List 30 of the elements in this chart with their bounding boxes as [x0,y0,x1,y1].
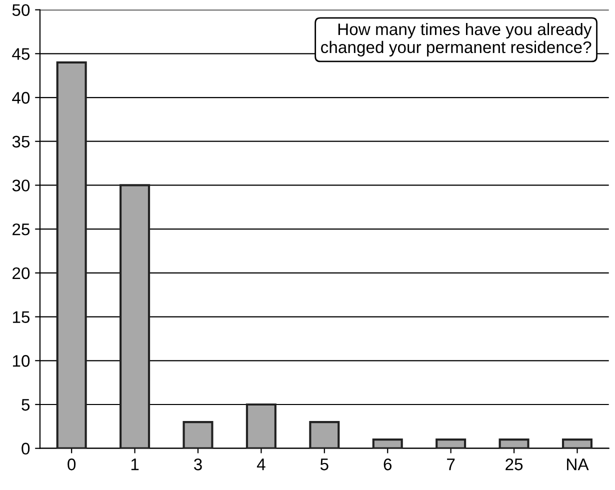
bar [309,420,340,448]
bar [56,61,87,448]
bar [372,438,403,448]
y-tick-label: 25 [12,223,30,236]
y-tick-label: 35 [12,136,30,148]
x-tick-label: 5 [320,458,328,470]
y-tick-label: 0 [22,442,30,455]
y-tick-label: 10 [12,355,30,367]
bar [498,438,530,448]
y-tick-label: 50 [12,4,30,16]
bar [246,403,276,448]
bar [182,420,214,448]
x-tick-label: 4 [256,458,266,470]
bar [562,438,593,448]
x-tick-label: 6 [384,458,392,470]
y-tick-label: 45 [12,48,30,60]
y-tick-label: 5 [22,399,30,411]
x-tick-label: 7 [447,458,455,470]
y-tick-label: 30 [12,180,30,192]
x-tick-label: NA [567,458,589,470]
x-tick-label: 25 [506,458,523,470]
x-tick-label: 3 [194,458,202,470]
bar [436,438,466,448]
x-tick-label: 1 [131,458,139,470]
y-tick-label: 40 [12,92,30,104]
y-tick-label: 15 [12,311,30,323]
annotation: How many times have you already changed your permanent residence? [321,22,592,56]
y-tick-label: 20 [12,267,30,280]
x-tick-label: 0 [68,458,76,470]
bar [120,184,150,448]
